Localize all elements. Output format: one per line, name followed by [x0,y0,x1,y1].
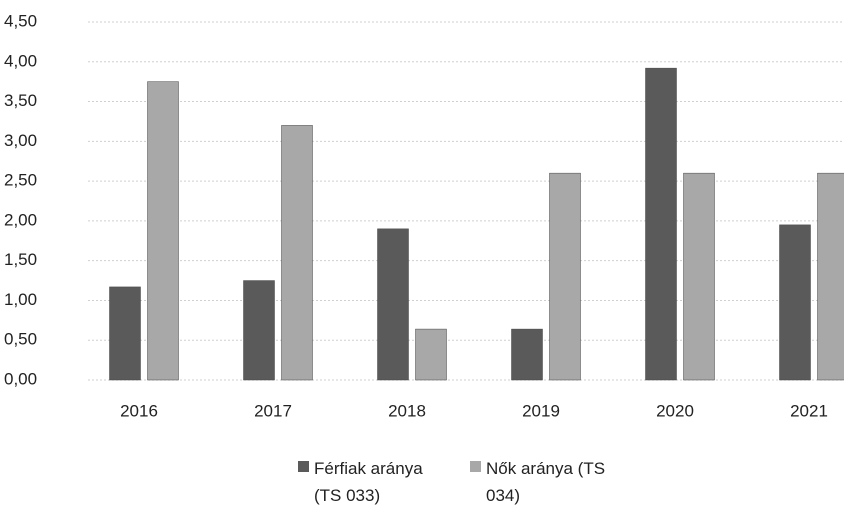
y-tick-label: 1,00 [4,290,37,309]
bar [780,225,811,380]
bar [282,125,313,380]
bar [378,229,409,380]
bar [148,82,179,380]
y-tick-label: 4,00 [4,51,37,70]
x-tick-label: 2020 [656,401,694,420]
chart: 0,00 0,50 1,00 1,50 2,00 2,50 3,00 3,50 4,00 4,50… [0,0,844,440]
legend-label: Nők aránya (TS 034) [486,455,611,509]
legend-swatch [470,461,481,472]
bar [646,68,677,380]
bar [818,173,844,380]
y-tick-label: 0,50 [4,330,37,349]
x-tick-label: 2019 [522,401,560,420]
bar [512,329,543,380]
x-tick-label: 2017 [254,401,292,420]
bar [110,287,141,380]
legend-swatch [298,461,309,472]
bar [416,329,447,380]
x-tick-label: 2021 [790,401,828,420]
y-tick-label: 0,00 [4,369,37,388]
bar [550,173,581,380]
bar [684,173,715,380]
legend-label: Férfiak aránya (TS 033) [314,455,439,509]
legend-item: Nők aránya (TS 034) [470,455,611,509]
x-tick-label: 2018 [388,401,426,420]
y-tick-label: 1,50 [4,250,37,269]
y-tick-label: 3,50 [4,91,37,110]
y-tick-label: 4,50 [4,11,37,30]
y-tick-label: 3,00 [4,131,37,150]
y-tick-label: 2,00 [4,210,37,229]
x-tick-label: 2016 [120,401,158,420]
legend-item: Férfiak aránya (TS 033) [298,455,439,509]
bar [244,281,275,380]
y-tick-label: 2,50 [4,171,37,190]
